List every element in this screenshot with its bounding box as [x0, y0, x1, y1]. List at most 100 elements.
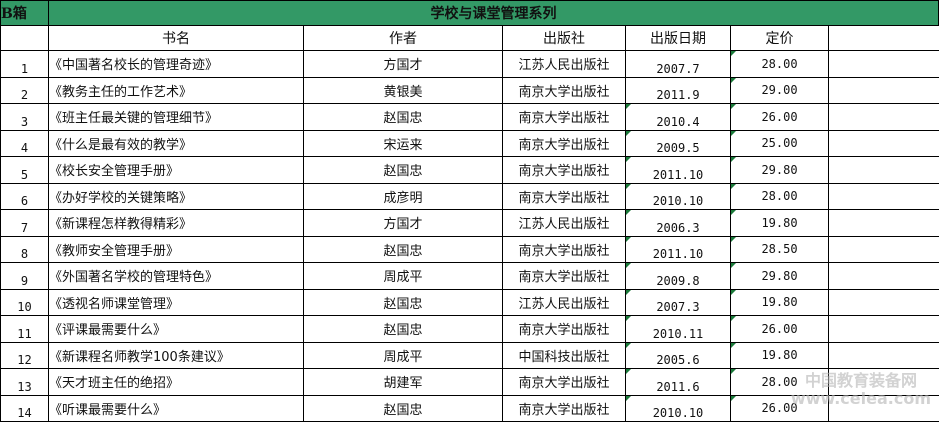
author-cell[interactable]: 成彦明 [303, 182, 503, 210]
book-title-cell[interactable]: 《办好学校的关键策略》 [48, 182, 304, 210]
publisher-cell[interactable]: 南京大学出版社 [502, 182, 626, 210]
row-number-cell[interactable]: 4 [0, 129, 49, 157]
price-cell[interactable]: 29.00 [730, 76, 829, 104]
author-cell[interactable]: 方国才 [303, 50, 503, 78]
price-cell[interactable]: 19.80 [730, 288, 829, 316]
pub-date-cell[interactable]: 2009.8 [625, 262, 731, 290]
price-cell[interactable]: 29.80 [730, 156, 829, 184]
price-cell[interactable]: 28.00 [730, 182, 829, 210]
book-title-cell[interactable]: 《天才班主任的绝招》 [48, 368, 304, 396]
price-cell[interactable]: 28.50 [730, 235, 829, 263]
price-cell[interactable]: 28.00 [730, 368, 829, 396]
empty-cell[interactable] [828, 341, 939, 369]
pub-date-cell[interactable]: 2006.3 [625, 209, 731, 237]
price-cell[interactable]: 29.80 [730, 262, 829, 290]
publisher-cell[interactable]: 南京大学出版社 [502, 76, 626, 104]
pub-date-cell[interactable]: 2005.6 [625, 341, 731, 369]
box-label-cell[interactable]: B箱 [0, 0, 49, 26]
row-number-cell[interactable]: 9 [0, 262, 49, 290]
publisher-cell[interactable]: 南京大学出版社 [502, 156, 626, 184]
book-title-cell[interactable]: 《透视名师课堂管理》 [48, 288, 304, 316]
row-number-cell[interactable]: 11 [0, 315, 49, 343]
row-number-cell[interactable]: 5 [0, 156, 49, 184]
publisher-cell[interactable]: 江苏人民出版社 [502, 288, 626, 316]
publisher-cell[interactable]: 南京大学出版社 [502, 103, 626, 131]
empty-cell[interactable] [828, 103, 939, 131]
book-title-cell[interactable]: 《班主任最关键的管理细节》 [48, 103, 304, 131]
book-title-cell[interactable]: 《中国著名校长的管理奇迹》 [48, 50, 304, 78]
pub-date-cell[interactable]: 2011.6 [625, 368, 731, 396]
header-publisher[interactable]: 出版社 [502, 25, 626, 51]
book-title-cell[interactable]: 《听课最需要什么》 [48, 394, 304, 422]
price-cell[interactable]: 26.00 [730, 315, 829, 343]
publisher-cell[interactable]: 江苏人民出版社 [502, 209, 626, 237]
pub-date-cell[interactable]: 2009.5 [625, 129, 731, 157]
author-cell[interactable]: 胡建军 [303, 368, 503, 396]
author-cell[interactable]: 周成平 [303, 262, 503, 290]
author-cell[interactable]: 黄银美 [303, 76, 503, 104]
series-title-cell[interactable]: 学校与课堂管理系列 [48, 0, 939, 26]
pub-date-cell[interactable]: 2007.3 [625, 288, 731, 316]
pub-date-cell[interactable]: 2010.4 [625, 103, 731, 131]
publisher-cell[interactable]: 南京大学出版社 [502, 315, 626, 343]
pub-date-cell[interactable]: 2011.9 [625, 76, 731, 104]
author-cell[interactable]: 赵国忠 [303, 103, 503, 131]
price-cell[interactable]: 26.00 [730, 103, 829, 131]
pub-date-cell[interactable]: 2011.10 [625, 156, 731, 184]
publisher-cell[interactable]: 南京大学出版社 [502, 262, 626, 290]
book-title-cell[interactable]: 《教师安全管理手册》 [48, 235, 304, 263]
row-number-cell[interactable]: 2 [0, 76, 49, 104]
author-cell[interactable]: 赵国忠 [303, 315, 503, 343]
row-number-cell[interactable]: 3 [0, 103, 49, 131]
book-title-cell[interactable]: 《外国著名学校的管理特色》 [48, 262, 304, 290]
price-cell[interactable]: 28.00 [730, 50, 829, 78]
row-number-cell[interactable]: 6 [0, 182, 49, 210]
book-title-cell[interactable]: 《教务主任的工作艺术》 [48, 76, 304, 104]
author-cell[interactable]: 赵国忠 [303, 235, 503, 263]
price-cell[interactable]: 25.00 [730, 129, 829, 157]
pub-date-cell[interactable]: 2011.10 [625, 235, 731, 263]
pub-date-cell[interactable]: 2010.10 [625, 182, 731, 210]
empty-cell[interactable] [828, 262, 939, 290]
empty-cell[interactable] [828, 25, 939, 51]
author-cell[interactable]: 方国才 [303, 209, 503, 237]
book-title-cell[interactable]: 《评课最需要什么》 [48, 315, 304, 343]
row-number-cell[interactable]: 14 [0, 394, 49, 422]
row-number-cell[interactable]: 1 [0, 50, 49, 78]
publisher-cell[interactable]: 南京大学出版社 [502, 129, 626, 157]
empty-cell[interactable] [828, 76, 939, 104]
book-title-cell[interactable]: 《新课程怎样教得精彩》 [48, 209, 304, 237]
pub-date-cell[interactable]: 2010.10 [625, 394, 731, 422]
empty-cell[interactable] [828, 50, 939, 78]
header-no-cell[interactable] [0, 25, 49, 51]
book-title-cell[interactable]: 《什么是最有效的教学》 [48, 129, 304, 157]
book-title-cell[interactable]: 《新课程名师教学100条建议》 [48, 341, 304, 369]
publisher-cell[interactable]: 江苏人民出版社 [502, 50, 626, 78]
author-cell[interactable]: 赵国忠 [303, 394, 503, 422]
publisher-cell[interactable]: 南京大学出版社 [502, 368, 626, 396]
row-number-cell[interactable]: 10 [0, 288, 49, 316]
empty-cell[interactable] [828, 156, 939, 184]
empty-cell[interactable] [828, 182, 939, 210]
header-title[interactable]: 书名 [48, 25, 304, 51]
header-date[interactable]: 出版日期 [625, 25, 731, 51]
book-title-cell[interactable]: 《校长安全管理手册》 [48, 156, 304, 184]
empty-cell[interactable] [828, 288, 939, 316]
author-cell[interactable]: 赵国忠 [303, 288, 503, 316]
row-number-cell[interactable]: 8 [0, 235, 49, 263]
pub-date-cell[interactable]: 2007.7 [625, 50, 731, 78]
empty-cell[interactable] [828, 315, 939, 343]
row-number-cell[interactable]: 12 [0, 341, 49, 369]
author-cell[interactable]: 宋运来 [303, 129, 503, 157]
pub-date-cell[interactable]: 2010.11 [625, 315, 731, 343]
empty-cell[interactable] [828, 235, 939, 263]
row-number-cell[interactable]: 13 [0, 368, 49, 396]
row-number-cell[interactable]: 7 [0, 209, 49, 237]
header-price[interactable]: 定价 [730, 25, 829, 51]
publisher-cell[interactable]: 南京大学出版社 [502, 394, 626, 422]
author-cell[interactable]: 周成平 [303, 341, 503, 369]
publisher-cell[interactable]: 南京大学出版社 [502, 235, 626, 263]
publisher-cell[interactable]: 中国科技出版社 [502, 341, 626, 369]
price-cell[interactable]: 19.80 [730, 209, 829, 237]
empty-cell[interactable] [828, 209, 939, 237]
